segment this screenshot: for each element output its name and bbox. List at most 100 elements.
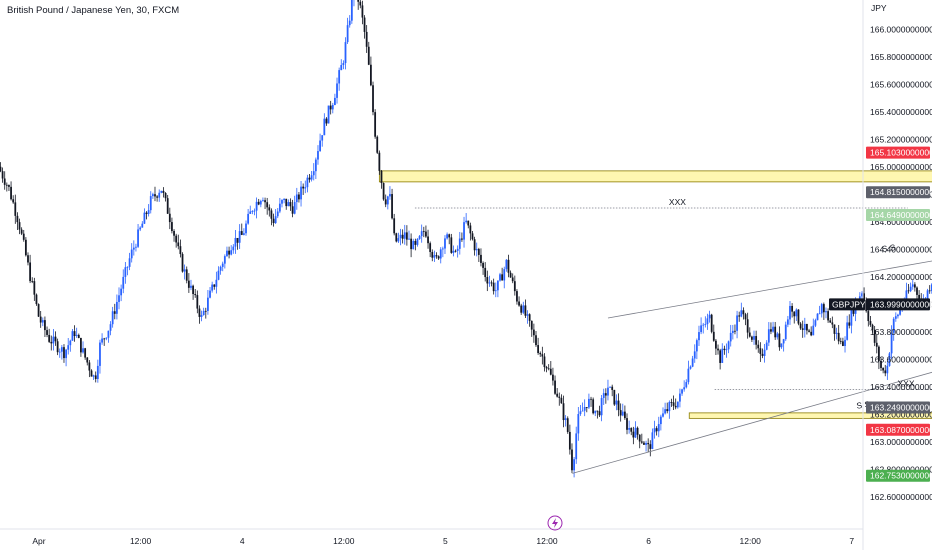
lightning-icon[interactable] — [547, 515, 563, 531]
chart-title: British Pound / Japanese Yen, 30, FXCM — [7, 5, 179, 16]
candle-body — [566, 418, 569, 432]
candle-body — [293, 202, 296, 214]
candle-body — [44, 320, 46, 331]
candle-body — [729, 332, 732, 342]
candle-body — [549, 368, 552, 375]
candle-body — [562, 403, 565, 421]
channel-lower-line[interactable] — [572, 325, 932, 474]
x-tick-label: 4 — [240, 536, 245, 546]
candle-body — [774, 326, 777, 338]
candle-body — [82, 348, 84, 353]
candle-body — [33, 281, 36, 295]
candle-body — [911, 284, 914, 287]
candle-body — [228, 250, 230, 255]
candle-body — [822, 304, 825, 313]
candle-body — [264, 200, 266, 203]
candle-body — [894, 316, 897, 319]
candle-body — [393, 218, 396, 234]
candle-body — [168, 213, 171, 223]
candle-body — [530, 320, 533, 330]
candle-body — [869, 321, 872, 325]
candle-body — [141, 223, 144, 228]
candle-body — [634, 427, 637, 438]
candle-body — [750, 336, 753, 340]
candle-body — [92, 375, 95, 377]
candle-body — [289, 202, 292, 207]
candle-body — [454, 250, 457, 252]
candle-body — [511, 277, 514, 282]
candle-body — [721, 348, 724, 363]
price-tag-label: 163.9990000000 — [870, 299, 932, 309]
candle-body — [695, 340, 698, 352]
candle-body — [867, 311, 870, 322]
candle-body — [681, 389, 683, 394]
candle-body — [776, 333, 779, 338]
candle-body — [268, 207, 271, 211]
candle-body — [770, 329, 772, 332]
candle-body — [463, 222, 465, 240]
supply-zone[interactable] — [378, 170, 932, 183]
candle-body — [632, 431, 635, 438]
candle-body — [107, 330, 110, 338]
candle-body — [507, 259, 510, 273]
y-tick-label: 162.6000000000 — [870, 492, 932, 502]
candle-body — [405, 232, 408, 240]
candle-body — [698, 332, 700, 341]
candle-body — [342, 63, 345, 66]
candle-body — [547, 368, 550, 370]
candle-body — [143, 212, 146, 224]
candle-body — [3, 178, 6, 185]
candle-body — [111, 311, 114, 325]
candle-body — [285, 198, 288, 207]
candle-body — [588, 398, 590, 408]
candle-body — [253, 210, 256, 212]
price-tag-label: 162.7530000000 — [870, 471, 932, 481]
candle-body — [628, 427, 631, 430]
symbol-tag-label: GBPJPY — [832, 299, 866, 309]
candle-body — [262, 200, 264, 201]
candle-body — [137, 229, 139, 247]
candle-body — [687, 368, 690, 383]
candle-body — [765, 342, 768, 350]
candle-body — [54, 336, 57, 342]
candle-body — [149, 196, 152, 211]
candle-body — [693, 351, 696, 359]
candle-body — [348, 20, 351, 26]
price-tag-label: 163.2490000000 — [870, 403, 932, 413]
candle-body — [712, 331, 715, 341]
channel-upper-line[interactable] — [607, 229, 932, 319]
candle-body — [372, 85, 374, 113]
candle-body — [577, 414, 580, 434]
y-tick-label: 163.8000000000 — [870, 327, 932, 337]
symbol-tag[interactable] — [829, 298, 865, 311]
candle-body — [219, 266, 222, 271]
candle-body — [837, 332, 840, 342]
candle-body — [469, 225, 472, 234]
candle-body — [281, 200, 283, 204]
candle-body — [568, 431, 571, 450]
currency-label: JPY — [871, 3, 887, 13]
candle-body — [537, 345, 540, 354]
candle-body — [461, 238, 463, 240]
candle-body — [490, 282, 493, 284]
candle-body — [558, 396, 561, 398]
candle-body — [520, 305, 523, 313]
candle-body — [291, 206, 294, 214]
candle-body — [916, 287, 918, 295]
candle-body — [685, 382, 688, 388]
candle-body — [653, 428, 656, 433]
candle-body — [16, 215, 19, 223]
candle-body — [242, 233, 245, 235]
candle-body — [395, 233, 398, 242]
candle-body — [336, 83, 338, 98]
candle-body — [746, 319, 749, 333]
candle-body — [518, 301, 520, 306]
candle-body — [738, 315, 741, 317]
candle-body — [545, 367, 548, 369]
candle-body — [80, 337, 82, 353]
candle-body — [344, 42, 347, 64]
candle-body — [31, 281, 34, 282]
candle-body — [638, 434, 641, 442]
candle-body — [181, 254, 184, 272]
